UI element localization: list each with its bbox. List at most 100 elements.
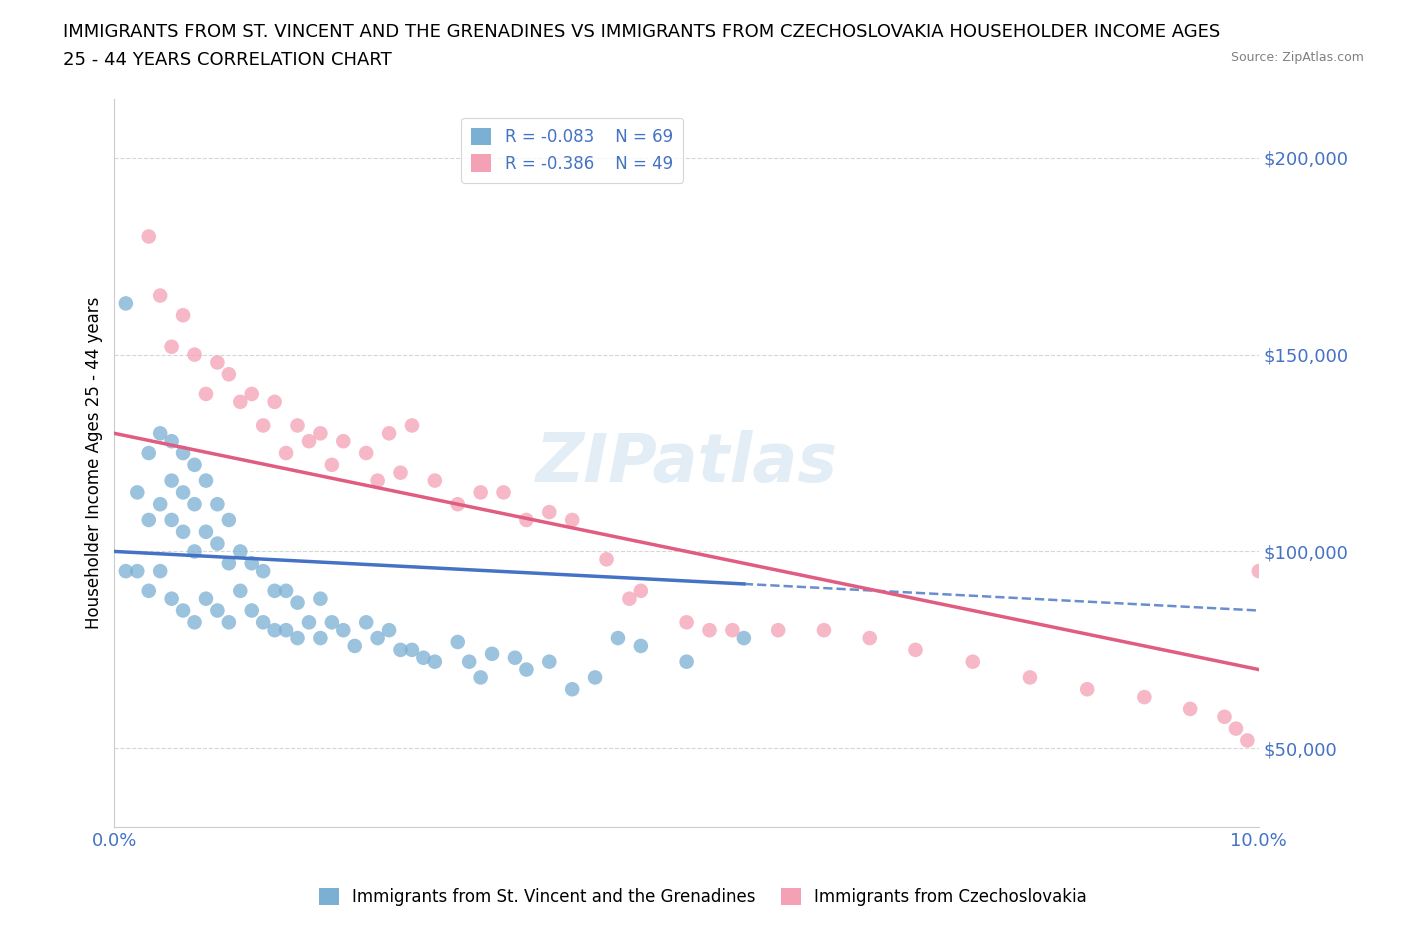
Point	[766, 623, 789, 638]
Point	[149, 497, 172, 512]
Point	[630, 583, 652, 598]
Point	[561, 512, 583, 527]
Point	[447, 497, 470, 512]
Point	[183, 458, 205, 472]
Point	[1178, 701, 1201, 716]
Point	[263, 623, 285, 638]
Point	[309, 631, 332, 645]
Point	[218, 512, 240, 527]
Point	[207, 497, 229, 512]
Point	[721, 623, 744, 638]
Point	[412, 650, 434, 665]
Point	[263, 394, 285, 409]
Point	[263, 583, 285, 598]
Point	[630, 639, 652, 654]
Point	[240, 603, 263, 618]
Point	[229, 583, 252, 598]
Point	[183, 347, 205, 362]
Point	[194, 525, 217, 539]
Point	[194, 387, 217, 402]
Point	[218, 556, 240, 571]
Point	[252, 564, 274, 578]
Point	[1019, 670, 1042, 684]
Point	[149, 564, 172, 578]
Point	[492, 485, 515, 499]
Point	[367, 631, 389, 645]
Point	[172, 308, 194, 323]
Legend: Immigrants from St. Vincent and the Grenadines, Immigrants from Czechoslovakia: Immigrants from St. Vincent and the Gren…	[312, 881, 1094, 912]
Point	[138, 445, 160, 460]
Point	[127, 485, 149, 499]
Legend: R = -0.083    N = 69, R = -0.386    N = 49: R = -0.083 N = 69, R = -0.386 N = 49	[461, 118, 683, 182]
Point	[160, 473, 183, 488]
Point	[172, 485, 194, 499]
Point	[389, 643, 412, 658]
Point	[298, 615, 321, 630]
Point	[149, 426, 172, 441]
Point	[962, 654, 984, 669]
Point	[160, 512, 183, 527]
Point	[595, 551, 617, 566]
Point	[298, 433, 321, 448]
Point	[1133, 690, 1156, 705]
Point	[401, 643, 423, 658]
Point	[904, 643, 927, 658]
Point	[423, 654, 446, 669]
Point	[240, 556, 263, 571]
Point	[503, 650, 526, 665]
Point	[583, 670, 606, 684]
Point	[378, 623, 401, 638]
Point	[354, 445, 377, 460]
Point	[607, 631, 630, 645]
Text: Source: ZipAtlas.com: Source: ZipAtlas.com	[1230, 51, 1364, 64]
Point	[343, 639, 366, 654]
Point	[172, 603, 194, 618]
Text: 25 - 44 YEARS CORRELATION CHART: 25 - 44 YEARS CORRELATION CHART	[63, 51, 392, 69]
Point	[138, 512, 160, 527]
Text: IMMIGRANTS FROM ST. VINCENT AND THE GRENADINES VS IMMIGRANTS FROM CZECHOSLOVAKIA: IMMIGRANTS FROM ST. VINCENT AND THE GREN…	[63, 23, 1220, 41]
Point	[287, 418, 309, 432]
Point	[733, 631, 755, 645]
Point	[389, 465, 412, 480]
Point	[274, 583, 297, 598]
Point	[287, 631, 309, 645]
Point	[240, 387, 263, 402]
Point	[1247, 564, 1270, 578]
Point	[183, 497, 205, 512]
Point	[207, 355, 229, 370]
Point	[699, 623, 721, 638]
Point	[423, 473, 446, 488]
Point	[1236, 733, 1258, 748]
Point	[675, 615, 697, 630]
Point	[229, 544, 252, 559]
Point	[447, 634, 470, 649]
Point	[274, 445, 297, 460]
Point	[470, 670, 492, 684]
Point	[321, 458, 343, 472]
Point	[218, 366, 240, 381]
Point	[138, 583, 160, 598]
Point	[115, 564, 138, 578]
Point	[229, 394, 252, 409]
Point	[115, 296, 138, 311]
Point	[515, 512, 537, 527]
Point	[149, 288, 172, 303]
Point	[207, 536, 229, 551]
Point	[378, 426, 401, 441]
Point	[332, 623, 354, 638]
Point	[218, 615, 240, 630]
Point	[813, 623, 835, 638]
Point	[859, 631, 882, 645]
Point	[138, 229, 160, 244]
Point	[1225, 721, 1247, 736]
Point	[183, 615, 205, 630]
Point	[172, 445, 194, 460]
Point	[274, 623, 297, 638]
Point	[470, 485, 492, 499]
Point	[1213, 710, 1236, 724]
Point	[538, 654, 561, 669]
Point	[194, 473, 217, 488]
Point	[481, 646, 503, 661]
Y-axis label: Householder Income Ages 25 - 44 years: Householder Income Ages 25 - 44 years	[86, 297, 103, 629]
Point	[321, 615, 343, 630]
